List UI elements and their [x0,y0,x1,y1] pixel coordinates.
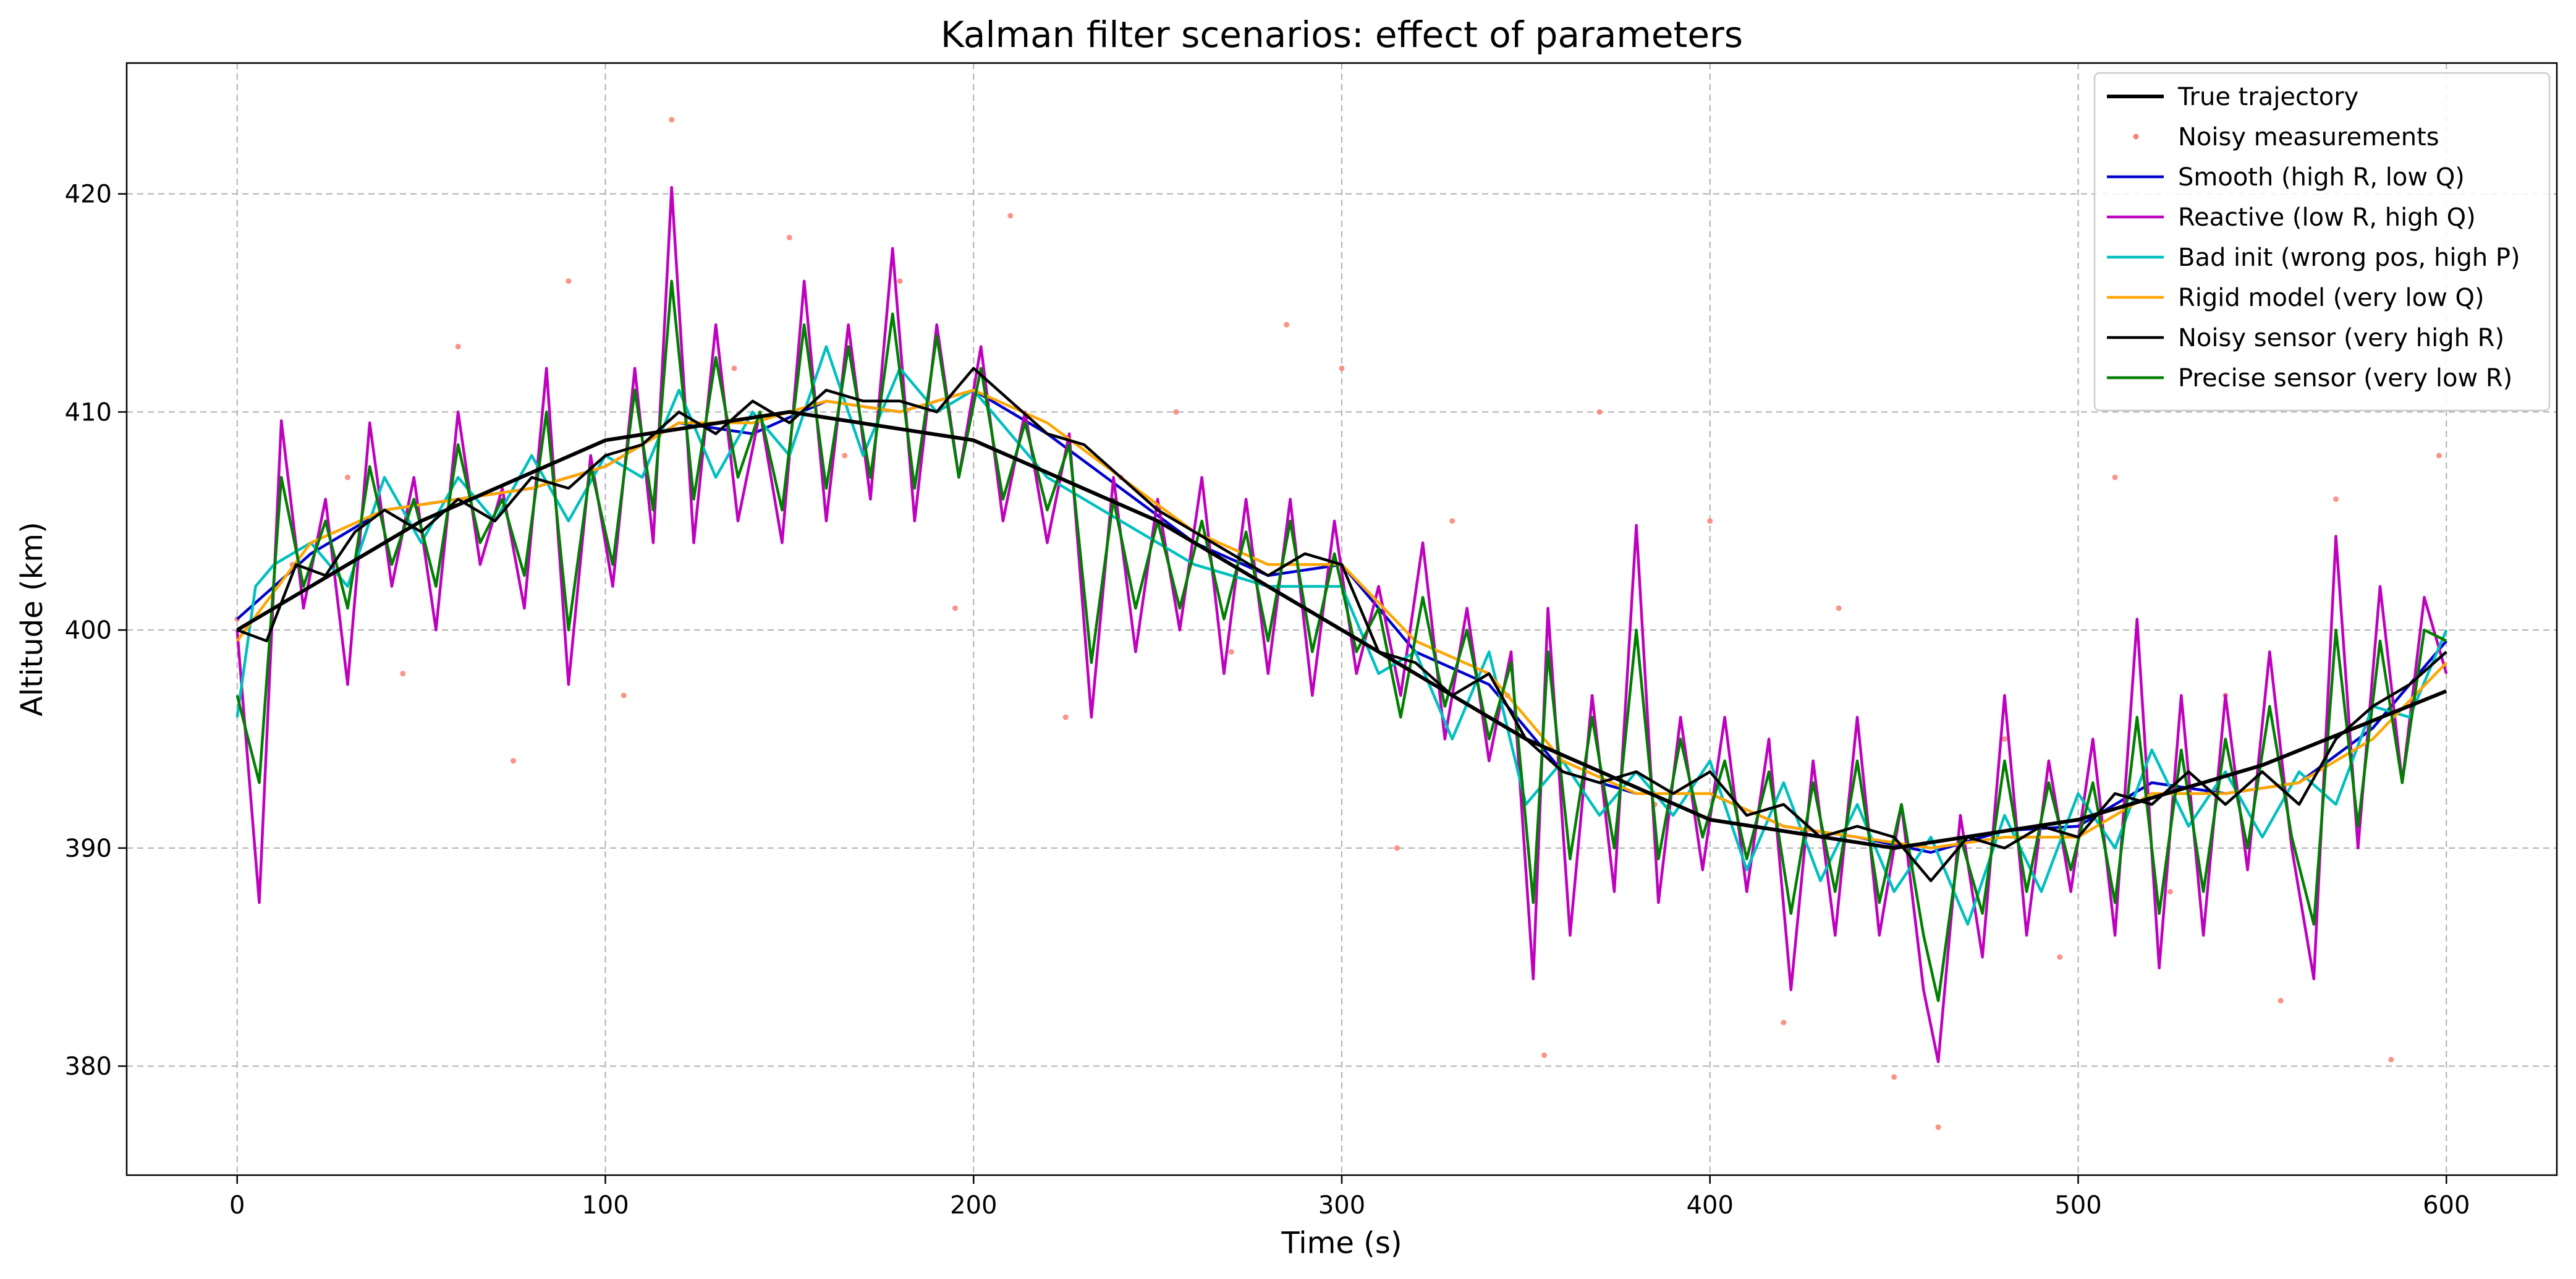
noisy-measurements-point [669,117,675,123]
y-tick-label: 390 [65,835,112,863]
x-tick-label: 400 [1687,1191,1734,1220]
noisy-measurements-point [897,278,903,284]
noisy-measurements-point [731,365,737,372]
noisy-measurements-point [786,234,792,240]
noisy-measurements-point [1891,1074,1897,1080]
y-tick-label: 400 [65,616,112,645]
noisy-measurements-point [344,474,350,480]
noisy-measurements-point [400,671,406,677]
noisy-measurements-point [842,453,848,459]
noisy-measurements-point [1173,409,1179,415]
noisy-measurements-point [1228,648,1234,655]
legend-label-rigid-model-very-low-q: Rigid model (very low Q) [2178,284,2485,312]
legend-label-noisy-measurements: Noisy measurements [2178,123,2439,151]
noisy-measurements-point [2436,453,2442,459]
noisy-measurements-point [455,344,461,350]
noisy-measurements-point [952,605,958,611]
y-axis-label: Altitude (km) [15,522,49,716]
legend-label-true-trajectory: True trajectory [2177,83,2358,111]
legend-box [2093,72,2551,412]
noisy-measurements-point [621,692,627,699]
y-tick-label: 410 [65,398,112,427]
noisy-measurements-point [2057,954,2063,960]
legend-label-reactive-low-r-high-q: Reactive (low R, high Q) [2178,203,2476,232]
legend-label-noisy-sensor-very-high-r: Noisy sensor (very high R) [2178,324,2504,352]
noisy-measurements-point [2277,998,2284,1004]
noisy-measurements-point [2167,888,2173,894]
noisy-measurements-point [1062,714,1069,720]
noisy-measurements-point [566,278,572,284]
x-tick-label: 600 [2423,1191,2470,1220]
legend-label-precise-sensor-very-low-r: Precise sensor (very low R) [2178,364,2512,393]
noisy-measurements-point [1707,518,1713,524]
x-tick-label: 200 [950,1191,997,1220]
noisy-measurements-point [1935,1124,1941,1130]
precise-sensor-very-low-r-line [235,279,2447,1003]
noisy-measurements-point [1339,365,1345,372]
x-tick-label: 300 [1318,1191,1365,1220]
noisy-sensor-very-high-r-line [236,367,2447,883]
noisy-measurements-point [2001,736,2007,742]
series-layer [234,117,2448,1130]
grid [127,63,2557,1175]
x-tick-label: 0 [229,1191,245,1220]
noisy-measurements-point [2112,474,2118,480]
noisy-measurements-point [2388,1056,2394,1063]
chart-title: Kalman filter scenarios: effect of param… [941,14,1743,56]
axis-ticks: 0 100 200 300 400 500 600 380 390 400 410 420 [65,181,2470,1220]
y-tick-label: 380 [65,1053,112,1081]
y-tick-label: 420 [65,181,112,209]
legend-label-smooth-high-r-low-q: Smooth (high R, low Q) [2178,163,2465,192]
noisy-measurements-point [1781,1019,1787,1026]
x-tick-label: 500 [2054,1191,2101,1220]
legend-swatch-noisy-measurements [2133,134,2139,140]
noisy-measurements-point [511,758,517,764]
noisy-measurements-point [1284,321,1290,328]
noisy-measurements-point [1394,845,1400,851]
noisy-measurements-point [1836,605,1842,611]
noisy-measurements-point [1541,1052,1548,1058]
legend-label-bad-init-wrong-pos-high-p: Bad init (wrong pos, high P) [2178,244,2520,272]
noisy-measurements-point [1007,213,1014,219]
legend: True trajectory Noisy measurements Smooth … [2093,72,2551,412]
noisy-measurements-point [1449,518,1455,524]
true-trajectory-line [236,410,2447,850]
x-tick-label: 100 [582,1191,629,1220]
noisy-measurements-point [1596,409,1603,415]
noisy-measurements-point [2333,496,2339,502]
x-axis-label: Time (s) [1281,1226,1402,1260]
